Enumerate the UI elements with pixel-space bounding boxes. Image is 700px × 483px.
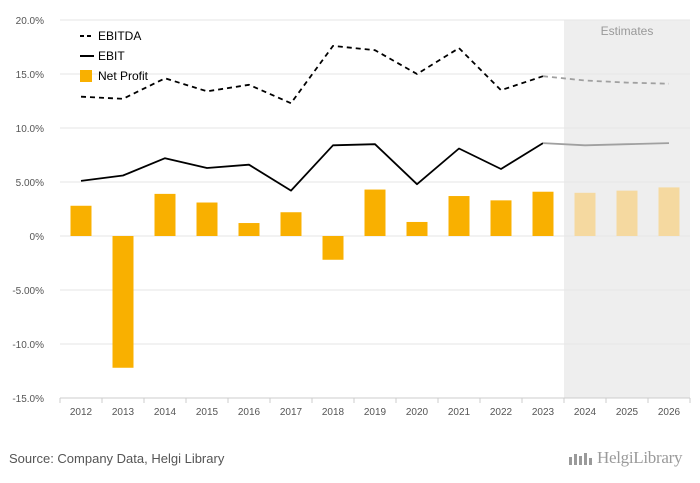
- logo-text: HelgiLibrary: [597, 448, 683, 467]
- bar-net-profit: [490, 200, 512, 236]
- bar-net-profit: [112, 236, 134, 368]
- bar-net-profit: [406, 221, 428, 236]
- y-tick-label: -15.0%: [12, 394, 44, 405]
- line-ebit: [80, 142, 544, 192]
- bar-net-profit: [238, 223, 260, 236]
- x-tick-label: 2023: [532, 407, 555, 418]
- line-ebit-estimate: [542, 142, 670, 147]
- line-ebitda: [80, 45, 544, 105]
- bar-net-profit: [70, 205, 92, 236]
- y-tick-label: 15.0%: [16, 70, 44, 81]
- x-tick-label: 2020: [406, 407, 429, 418]
- x-tick-label: 2022: [490, 407, 513, 418]
- bar-net-profit: [154, 193, 176, 236]
- x-tick-label: 2014: [154, 407, 177, 418]
- y-tick-label: 0%: [30, 232, 45, 243]
- bar-net-profit: [658, 187, 680, 236]
- bar-net-profit: [616, 190, 638, 236]
- legend: EBITDA EBIT Net Profit: [80, 29, 149, 83]
- y-tick-label: -10.0%: [12, 340, 44, 351]
- x-tick-label: 2013: [112, 407, 135, 418]
- x-tick-label: 2017: [280, 407, 303, 418]
- x-tick-label: 2025: [616, 407, 639, 418]
- line-layer: [80, 45, 670, 192]
- axis-layer: 20.0% 15.0% 10.0% 5.00% 0% -5.00% -10.0% -15.0%…: [12, 16, 691, 418]
- estimates-label: Estimates: [601, 24, 654, 38]
- y-tick-label: -5.00%: [12, 286, 44, 297]
- helgi-library-logo: HelgiLibrary: [568, 448, 682, 468]
- bar-net-profit: [364, 189, 386, 236]
- legend-label-ebitda: EBITDA: [98, 29, 141, 43]
- x-tick-label: 2012: [70, 407, 93, 418]
- x-tick-label: 2019: [364, 407, 387, 418]
- x-tick-label: 2026: [658, 407, 681, 418]
- x-tick-label: 2018: [322, 407, 345, 418]
- bar-net-profit: [322, 236, 344, 260]
- bar-layer: [70, 187, 680, 368]
- bar-net-profit: [280, 212, 302, 236]
- legend-label-ebit: EBIT: [98, 49, 125, 63]
- bar-net-profit: [448, 196, 470, 236]
- x-tick-label: 2021: [448, 407, 471, 418]
- bar-net-profit: [196, 202, 218, 236]
- helgi-logo-icon: [569, 453, 592, 465]
- y-tick-label: 10.0%: [16, 124, 44, 135]
- legend-swatch-net-profit: [80, 70, 92, 82]
- x-tick-label: 2015: [196, 407, 219, 418]
- y-tick-label: 20.0%: [16, 16, 44, 27]
- y-tick-label: 5.00%: [16, 178, 44, 189]
- legend-label-net-profit: Net Profit: [98, 69, 149, 83]
- x-tick-label: 2016: [238, 407, 261, 418]
- line-ebitda-estimate: [542, 75, 670, 85]
- bar-net-profit: [574, 192, 596, 236]
- chart: Estimates 20.0% 15.0% 10.0% 5.00% 0% -5.00% -1…: [12, 16, 691, 418]
- source-note: Source: Company Data, Helgi Library: [9, 451, 225, 466]
- bar-net-profit: [532, 191, 554, 236]
- x-tick-label: 2024: [574, 407, 597, 418]
